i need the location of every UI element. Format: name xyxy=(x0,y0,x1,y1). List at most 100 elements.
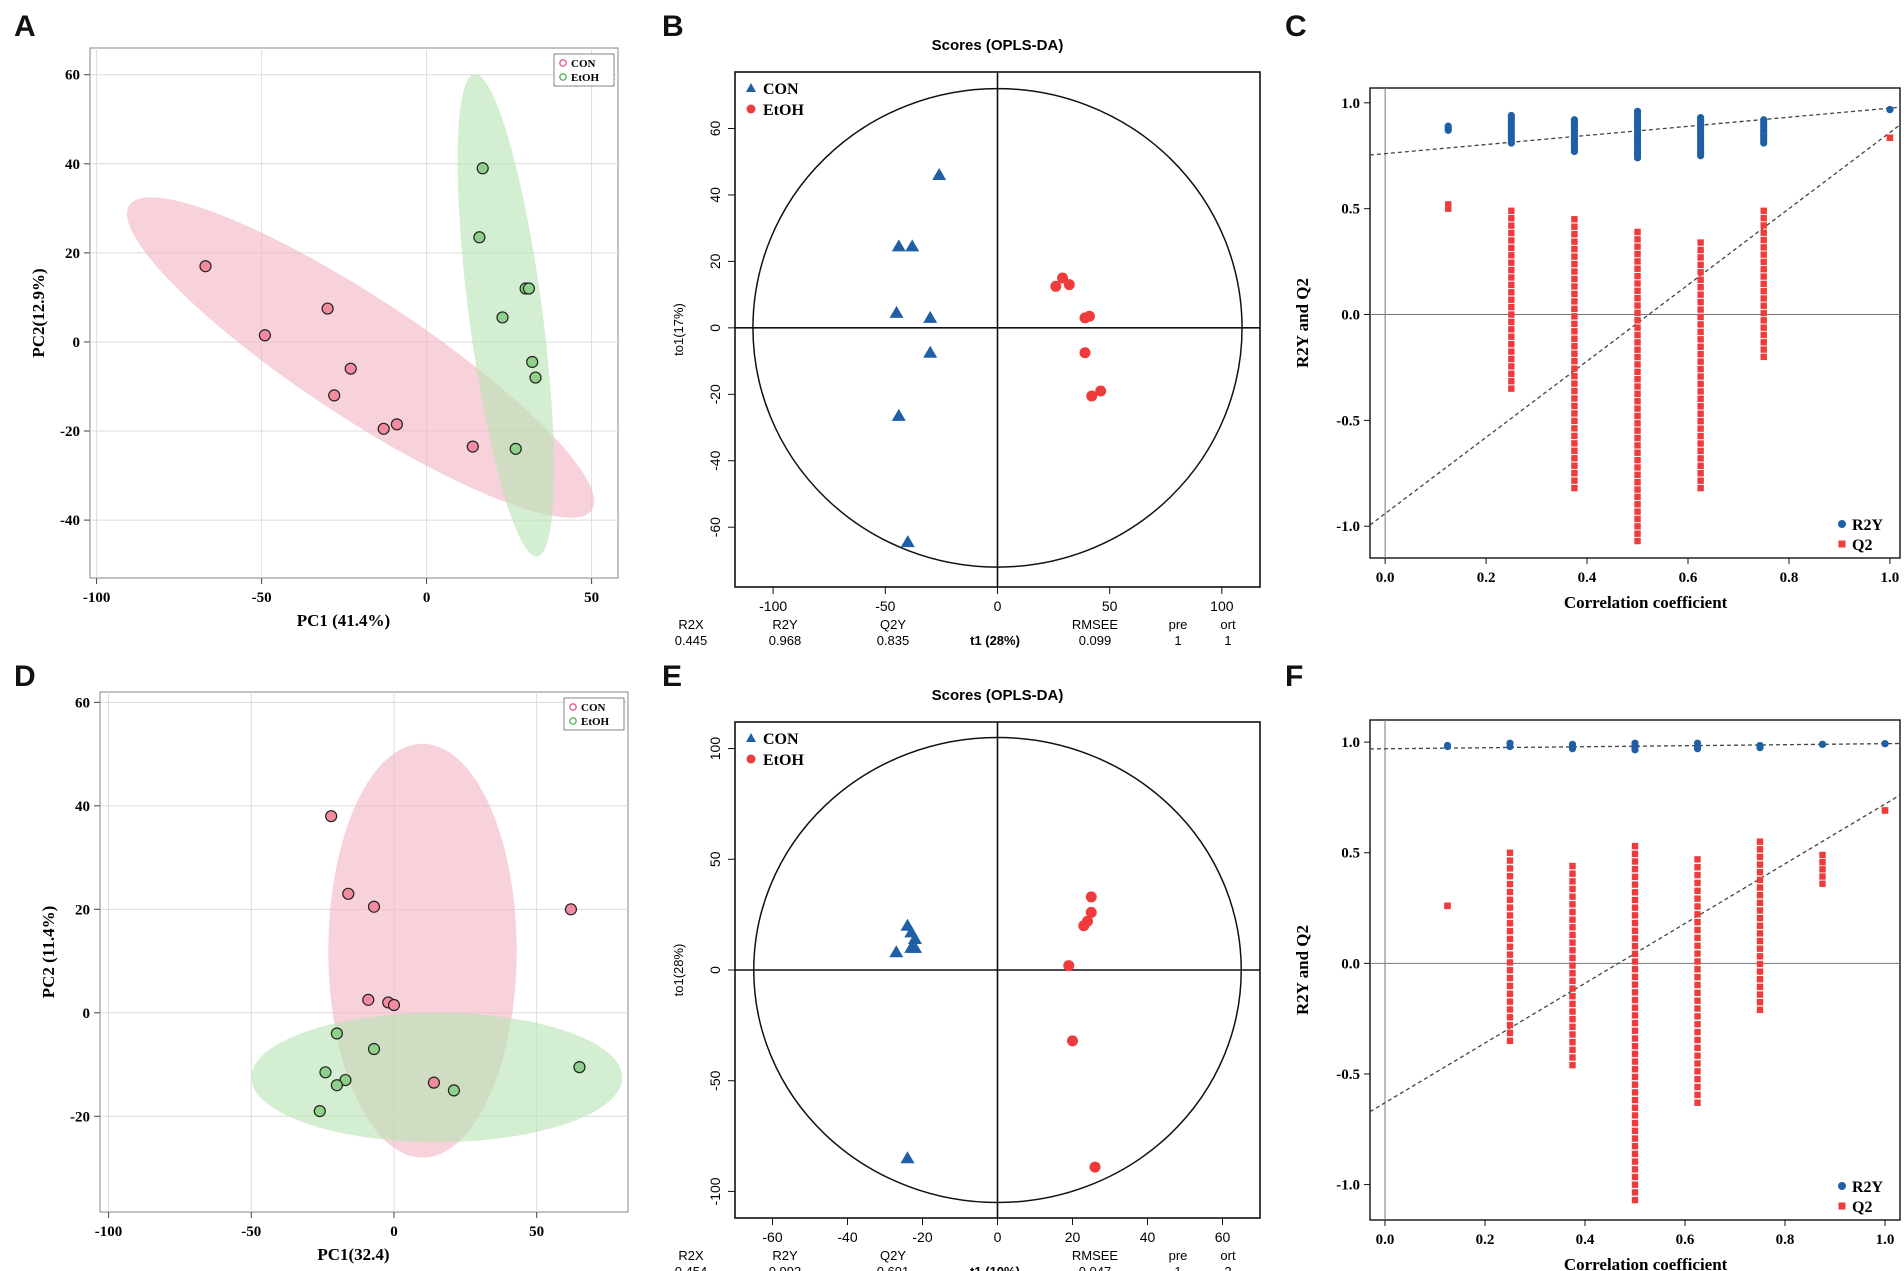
q2-point xyxy=(1508,229,1515,237)
q2-point xyxy=(1631,989,1639,996)
stats-value: 0.454 xyxy=(675,1264,708,1271)
x-tick-label: -50 xyxy=(252,590,272,606)
q2-point xyxy=(1569,939,1576,946)
q2-point xyxy=(1634,250,1641,258)
q2-point xyxy=(1634,493,1641,501)
q2-point xyxy=(1571,477,1578,484)
q2-point xyxy=(1697,321,1704,328)
q2-point xyxy=(1506,967,1514,974)
q2-point xyxy=(1506,1037,1514,1044)
y-tick-label: 0 xyxy=(73,335,81,351)
q2-point xyxy=(1506,1014,1514,1021)
q2-point xyxy=(1694,966,1701,973)
stats-header: Q2Y xyxy=(880,617,906,632)
q2-point xyxy=(1506,857,1514,864)
q2-point xyxy=(1631,904,1639,911)
q2-point xyxy=(1694,903,1701,910)
q2-point xyxy=(1506,951,1514,958)
q2-point xyxy=(1569,916,1576,923)
q2-point xyxy=(1631,889,1639,896)
y-axis-label: to1(28%) xyxy=(671,944,686,997)
legend-label-etoh: EtOH xyxy=(581,716,610,728)
data-point-etoh xyxy=(522,282,536,295)
q2-point xyxy=(1631,896,1639,904)
q2-point xyxy=(1756,891,1764,899)
q2-point xyxy=(1756,976,1764,983)
legend-label-etoh: EtOH xyxy=(763,102,804,119)
y-tick-label: 60 xyxy=(707,120,723,136)
panel-letter-a: A xyxy=(14,10,36,43)
x-tick-label: 50 xyxy=(529,1224,544,1240)
y-tick-label: -0.5 xyxy=(1336,1067,1360,1083)
legend-box xyxy=(553,53,615,87)
q2-point xyxy=(1694,1099,1701,1106)
q2-point xyxy=(1631,1012,1639,1019)
legend-label-etoh: EtOH xyxy=(571,72,600,84)
x-tick-label: 1.0 xyxy=(1876,1232,1895,1248)
opls-panel-e: Scores (OPLS-DA)-60 -40 -20 0 20 40 60-100-500… xyxy=(671,687,1261,1271)
q2-point xyxy=(1697,336,1704,343)
q2-point xyxy=(1506,959,1514,966)
data-point-etoh xyxy=(447,1084,461,1097)
x-axis-label: PC1(32.4) xyxy=(317,1245,389,1264)
q2-point xyxy=(1634,478,1641,486)
q2-point xyxy=(1697,328,1704,336)
confidence-ellipse-con xyxy=(126,197,595,518)
q2-point xyxy=(1634,287,1641,295)
q2-point xyxy=(1697,380,1704,388)
q2-point xyxy=(1697,425,1704,432)
q2-point xyxy=(1571,230,1578,238)
data-point-con xyxy=(932,168,947,180)
panel-letter-e: E xyxy=(662,660,682,693)
stats-value: 0.835 xyxy=(877,633,910,648)
hotelling-ellipse xyxy=(752,87,1243,568)
q2-point xyxy=(1634,280,1641,287)
data-point-etoh xyxy=(1050,280,1062,292)
data-point-etoh xyxy=(367,1042,381,1056)
q2-point xyxy=(1756,914,1764,922)
data-point-con xyxy=(344,362,357,375)
q2-point xyxy=(1760,353,1767,361)
y-tick-label: -20 xyxy=(70,1109,90,1125)
q2-point xyxy=(1694,942,1701,949)
y-tick-label: 40 xyxy=(707,187,723,203)
x-tick-label: 0 xyxy=(423,590,431,606)
q2-point xyxy=(1760,273,1767,280)
data-point-con xyxy=(390,418,403,431)
stats-value: 0.993 xyxy=(769,1264,802,1271)
q2-point xyxy=(1571,425,1578,432)
q2-point xyxy=(1445,205,1452,212)
q2-point xyxy=(1634,236,1641,243)
q2-point xyxy=(1569,1061,1576,1069)
q2-point xyxy=(1760,236,1767,244)
q2-point xyxy=(1631,1081,1639,1088)
stats-header: R2X xyxy=(678,617,704,632)
q2-point xyxy=(1569,1015,1576,1023)
q2-point xyxy=(1634,324,1641,331)
q2-point xyxy=(1506,1029,1514,1037)
q2-point xyxy=(1569,1000,1576,1008)
data-point-etoh xyxy=(1086,390,1098,402)
q2-point xyxy=(1634,449,1641,456)
q2-point xyxy=(1571,223,1578,230)
q2-point xyxy=(1631,1119,1639,1127)
q2-point xyxy=(1634,272,1641,280)
q2-point xyxy=(1569,1046,1576,1054)
data-point-con xyxy=(905,239,920,252)
q2-point xyxy=(1508,289,1515,296)
q2-point xyxy=(1634,361,1641,368)
chart-title: Scores (OPLS-DA) xyxy=(932,37,1064,54)
stats-value: 2 xyxy=(1224,1264,1231,1271)
q2-point xyxy=(1697,484,1704,492)
q2-point xyxy=(1760,222,1767,229)
y-tick-label: 40 xyxy=(65,157,80,173)
data-point-etoh xyxy=(526,355,539,369)
data-point-con xyxy=(342,887,355,900)
stats-value: 0.047 xyxy=(1079,1264,1112,1271)
data-point-con xyxy=(258,329,271,342)
q2-point xyxy=(1760,331,1767,339)
q2-point xyxy=(1631,865,1639,873)
q2-point xyxy=(1508,355,1515,363)
legend-marker-r2y xyxy=(1838,1182,1846,1190)
legend-label-q2: Q2 xyxy=(1852,537,1872,554)
